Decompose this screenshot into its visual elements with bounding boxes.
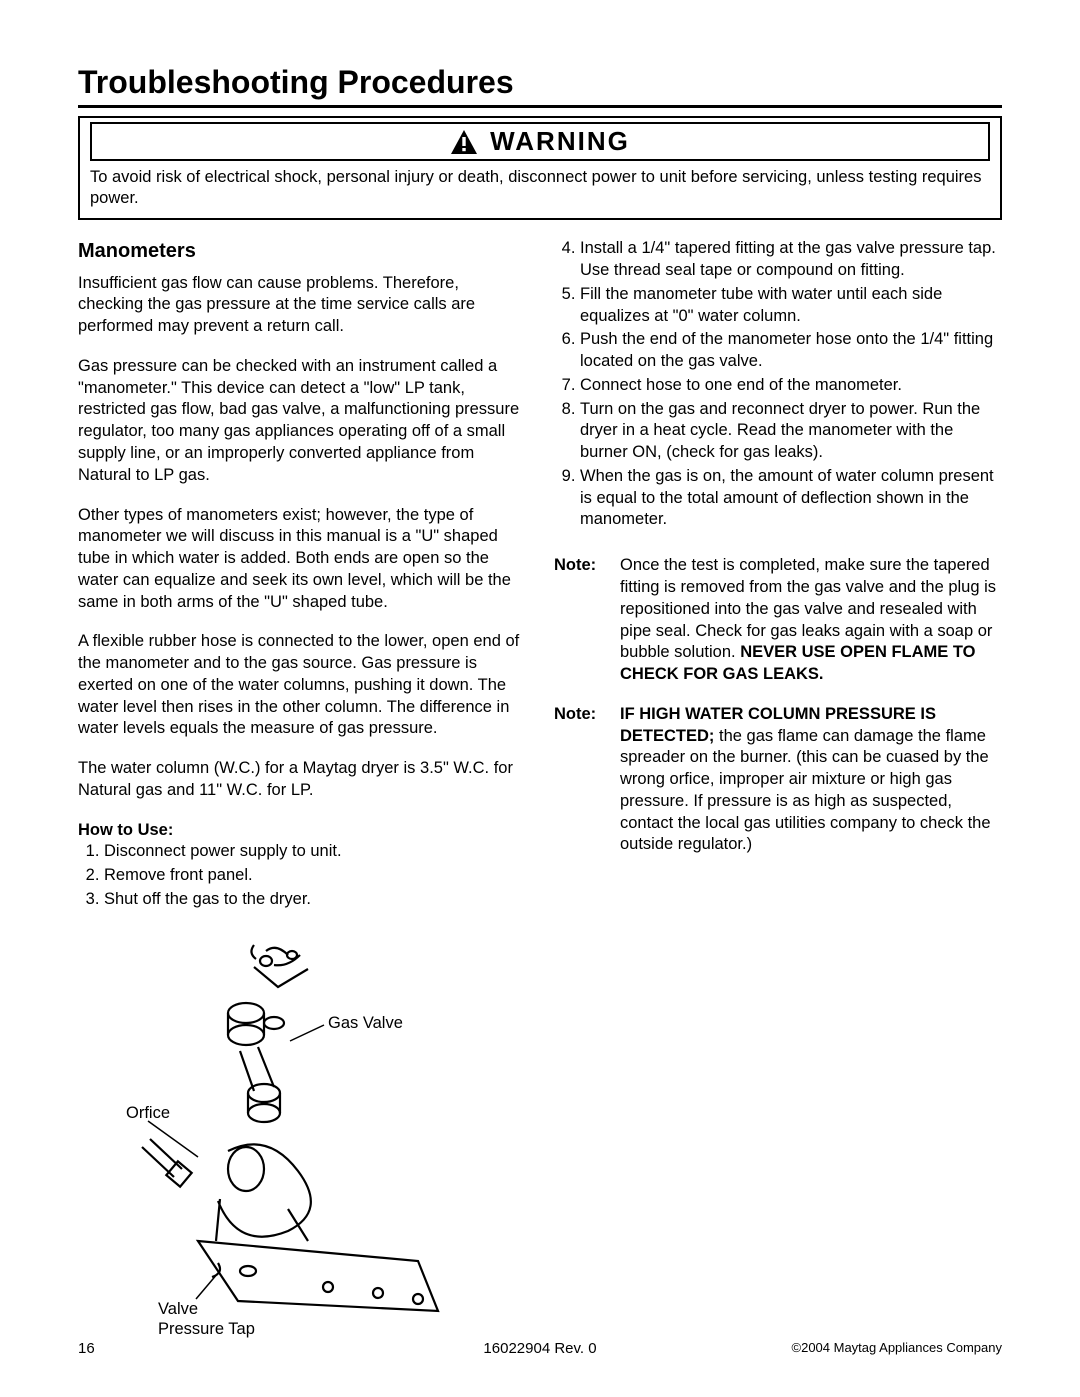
diagram-label-gas-valve: Gas Valve xyxy=(328,1013,403,1035)
list-item: Shut off the gas to the dryer. xyxy=(104,889,526,911)
paragraph: Other types of manometers exist; however… xyxy=(78,505,526,614)
paragraph: The water column (W.C.) for a Maytag dry… xyxy=(78,758,526,802)
warning-triangle-icon xyxy=(450,129,478,155)
paragraph: Insufficient gas flow can cause problems… xyxy=(78,273,526,338)
list-item: Remove front panel. xyxy=(104,865,526,887)
howto-label: How to Use: xyxy=(78,820,526,842)
note-label: Note: xyxy=(554,555,608,686)
content-columns: Manometers Insufficient gas flow can cau… xyxy=(78,238,1002,1341)
warning-body: To avoid risk of electrical shock, perso… xyxy=(80,161,1000,218)
gas-valve-diagram: Gas Valve Orfice Valve Pressure Tap xyxy=(78,941,498,1341)
diagram-label-valve: Valve xyxy=(158,1299,198,1321)
page-title: Troubleshooting Procedures xyxy=(78,64,1002,108)
gas-valve-illustration-icon xyxy=(78,941,498,1341)
list-item: Turn on the gas and reconnect dryer to p… xyxy=(580,399,1002,464)
list-item: Disconnect power supply to unit. xyxy=(104,841,526,863)
footer-copyright: ©2004 Maytag Appliances Company xyxy=(792,1340,1002,1357)
paragraph: A flexible rubber hose is connected to t… xyxy=(78,631,526,740)
section-heading-manometers: Manometers xyxy=(78,238,526,264)
list-item: Push the end of the manometer hose onto … xyxy=(580,329,1002,373)
howto-steps-left: Disconnect power supply to unit. Remove … xyxy=(78,841,526,910)
note-row: Note: Once the test is completed, make s… xyxy=(554,555,1002,686)
page-footer: 16 16022904 Rev. 0 ©2004 Maytag Applianc… xyxy=(78,1340,1002,1357)
left-column: Manometers Insufficient gas flow can cau… xyxy=(78,238,526,1341)
list-item: Connect hose to one end of the manometer… xyxy=(580,375,1002,397)
warning-header: WARNING xyxy=(90,122,990,161)
howto-steps-right: Install a 1/4" tapered fitting at the ga… xyxy=(554,238,1002,531)
diagram-label-pressure-tap: Pressure Tap xyxy=(158,1319,255,1341)
note-row: Note: IF HIGH WATER COLUMN PRESSURE IS D… xyxy=(554,704,1002,856)
diagram-label-orfice: Orfice xyxy=(126,1103,170,1125)
note-label: Note: xyxy=(554,704,608,856)
right-column: Install a 1/4" tapered fitting at the ga… xyxy=(554,238,1002,1341)
list-item: When the gas is on, the amount of water … xyxy=(580,466,1002,531)
warning-label: WARNING xyxy=(490,126,630,157)
note-text: the gas flame can damage the flame sprea… xyxy=(620,727,991,854)
list-item: Fill the manometer tube with water until… xyxy=(580,284,1002,328)
note-body: Once the test is completed, make sure th… xyxy=(620,555,1002,686)
warning-box: WARNING To avoid risk of electrical shoc… xyxy=(78,116,1002,220)
paragraph: Gas pressure can be checked with an inst… xyxy=(78,356,526,487)
list-item: Install a 1/4" tapered fitting at the ga… xyxy=(580,238,1002,282)
note-body: IF HIGH WATER COLUMN PRESSURE IS DETECTE… xyxy=(620,704,1002,856)
